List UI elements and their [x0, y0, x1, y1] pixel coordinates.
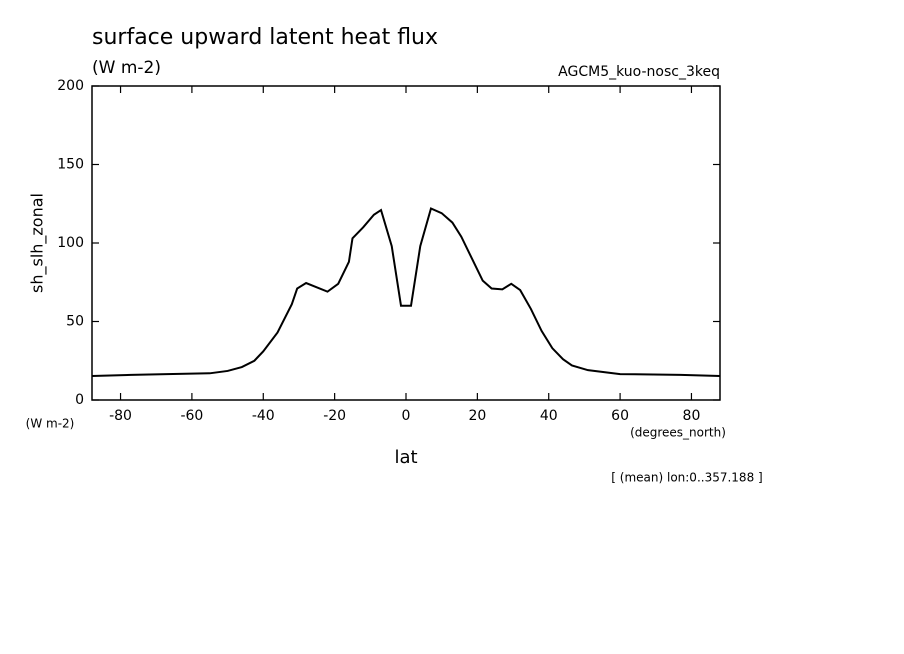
x-tick-label: 40: [540, 408, 558, 424]
x-tick-label: -40: [252, 408, 275, 424]
run-label: AGCM5_kuo-nosc_3keq: [558, 64, 720, 80]
x-tick-label: -60: [180, 408, 203, 424]
y-tick-label: 150: [57, 157, 84, 173]
y-units: (W m-2): [26, 417, 75, 431]
y-axis-title: sh_slh_zonal: [28, 193, 48, 293]
x-tick-label: -20: [323, 408, 346, 424]
y-tick-label: 0: [75, 392, 84, 408]
x-axis-title: lat: [394, 447, 417, 468]
y-tick-label: 50: [66, 314, 84, 330]
plot-frame: [91, 85, 721, 401]
chart-subtitle: (W m-2): [92, 58, 161, 78]
x-tick-label: 80: [683, 408, 701, 424]
x-tick-label: 0: [402, 408, 411, 424]
x-tick-label: 20: [468, 408, 486, 424]
note: [ (mean) lon:0..357.188 ]: [611, 471, 762, 485]
y-tick-label: 200: [57, 78, 84, 94]
chart-title: surface upward latent heat flux: [92, 25, 438, 50]
y-tick-label: 100: [57, 235, 84, 251]
data-line: [91, 207, 721, 377]
x-tick-label: -80: [109, 408, 132, 424]
x-units: (degrees_north): [630, 426, 726, 440]
x-tick-label: 60: [611, 408, 629, 424]
